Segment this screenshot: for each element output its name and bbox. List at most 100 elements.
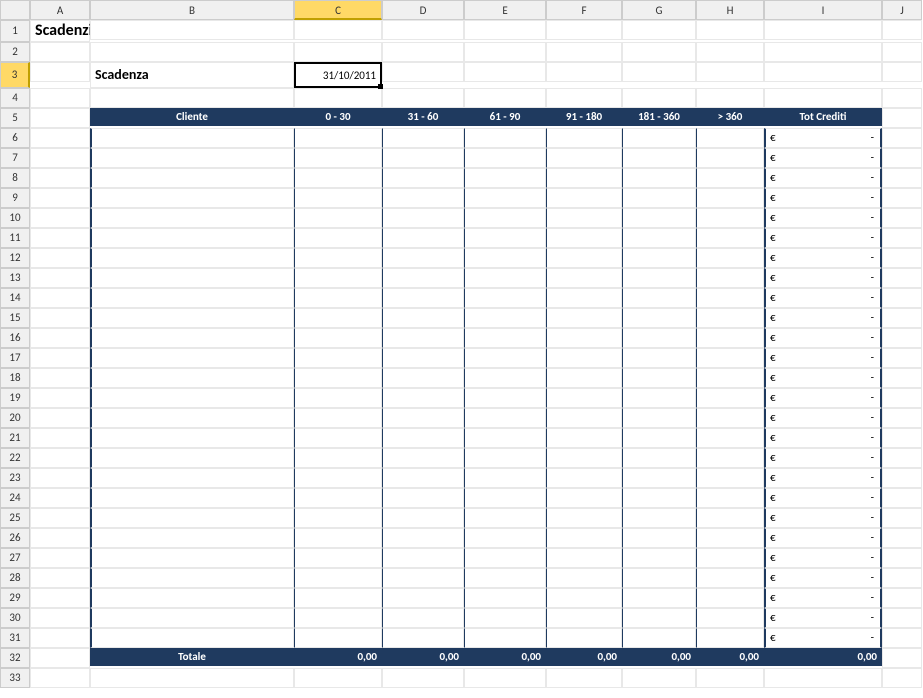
cell[interactable]	[546, 88, 622, 108]
tot-crediti-cell[interactable]: €-	[764, 448, 882, 468]
data-cell[interactable]	[464, 608, 546, 628]
cliente-cell[interactable]	[90, 568, 294, 588]
cell[interactable]	[30, 608, 90, 628]
cell[interactable]	[30, 208, 90, 228]
data-cell[interactable]	[464, 288, 546, 308]
data-cell[interactable]	[464, 628, 546, 648]
data-cell[interactable]	[464, 528, 546, 548]
cliente-cell[interactable]	[90, 468, 294, 488]
data-cell[interactable]	[546, 348, 622, 368]
cell[interactable]	[882, 128, 922, 148]
data-cell[interactable]	[546, 508, 622, 528]
cell[interactable]	[764, 668, 882, 688]
cell[interactable]	[882, 648, 922, 668]
data-cell[interactable]	[382, 268, 464, 288]
cell[interactable]	[464, 62, 546, 82]
data-cell[interactable]	[546, 268, 622, 288]
data-cell[interactable]	[546, 228, 622, 248]
row-header-4[interactable]: 4	[0, 88, 30, 108]
cell[interactable]	[382, 668, 464, 688]
tot-crediti-cell[interactable]: €-	[764, 348, 882, 368]
data-cell[interactable]	[696, 468, 764, 488]
cliente-cell[interactable]	[90, 348, 294, 368]
tot-crediti-cell[interactable]: €-	[764, 268, 882, 288]
data-cell[interactable]	[696, 248, 764, 268]
data-cell[interactable]	[382, 568, 464, 588]
tot-crediti-cell[interactable]: €-	[764, 168, 882, 188]
tot-crediti-cell[interactable]: €-	[764, 468, 882, 488]
data-cell[interactable]	[294, 388, 382, 408]
data-cell[interactable]	[696, 208, 764, 228]
tot-crediti-cell[interactable]: €-	[764, 288, 882, 308]
cliente-cell[interactable]	[90, 508, 294, 528]
row-header-26[interactable]: 26	[0, 528, 30, 548]
cell[interactable]	[882, 42, 922, 62]
data-cell[interactable]	[464, 248, 546, 268]
data-cell[interactable]	[622, 228, 696, 248]
col-header-A[interactable]: A	[30, 0, 90, 20]
cell[interactable]	[90, 668, 294, 688]
data-cell[interactable]	[622, 348, 696, 368]
data-cell[interactable]	[696, 608, 764, 628]
data-cell[interactable]	[464, 368, 546, 388]
cell[interactable]	[464, 42, 546, 62]
data-cell[interactable]	[382, 228, 464, 248]
data-cell[interactable]	[382, 468, 464, 488]
cell[interactable]	[294, 88, 382, 108]
data-cell[interactable]	[464, 468, 546, 488]
data-cell[interactable]	[294, 208, 382, 228]
cell[interactable]	[882, 388, 922, 408]
col-header-H[interactable]: H	[696, 0, 764, 20]
data-cell[interactable]	[622, 288, 696, 308]
data-cell[interactable]	[294, 528, 382, 548]
data-cell[interactable]	[464, 428, 546, 448]
row-header-22[interactable]: 22	[0, 448, 30, 468]
row-header-14[interactable]: 14	[0, 288, 30, 308]
cliente-cell[interactable]	[90, 328, 294, 348]
data-cell[interactable]	[622, 308, 696, 328]
data-cell[interactable]	[696, 508, 764, 528]
cliente-cell[interactable]	[90, 188, 294, 208]
cliente-cell[interactable]	[90, 308, 294, 328]
data-cell[interactable]	[622, 528, 696, 548]
cell[interactable]	[882, 62, 922, 82]
tot-crediti-cell[interactable]: €-	[764, 508, 882, 528]
data-cell[interactable]	[696, 168, 764, 188]
data-cell[interactable]	[294, 328, 382, 348]
row-header-9[interactable]: 9	[0, 188, 30, 208]
cell[interactable]	[30, 628, 90, 648]
tot-crediti-cell[interactable]: €-	[764, 628, 882, 648]
cell[interactable]	[464, 20, 546, 40]
cell[interactable]	[464, 668, 546, 688]
col-header-J[interactable]: J	[882, 0, 922, 20]
cell[interactable]	[882, 348, 922, 368]
cell[interactable]	[882, 368, 922, 388]
data-cell[interactable]	[622, 488, 696, 508]
row-header-27[interactable]: 27	[0, 548, 30, 568]
data-cell[interactable]	[622, 588, 696, 608]
cell[interactable]	[30, 268, 90, 288]
cell[interactable]	[382, 42, 464, 62]
data-cell[interactable]	[294, 428, 382, 448]
data-cell[interactable]	[382, 628, 464, 648]
col-header-E[interactable]: E	[464, 0, 546, 20]
row-header-23[interactable]: 23	[0, 468, 30, 488]
tot-crediti-cell[interactable]: €-	[764, 228, 882, 248]
data-cell[interactable]	[622, 388, 696, 408]
data-cell[interactable]	[696, 348, 764, 368]
cliente-cell[interactable]	[90, 528, 294, 548]
data-cell[interactable]	[546, 408, 622, 428]
tot-crediti-cell[interactable]: €-	[764, 188, 882, 208]
cell[interactable]	[764, 42, 882, 62]
row-header-19[interactable]: 19	[0, 388, 30, 408]
cell[interactable]	[882, 488, 922, 508]
data-cell[interactable]	[382, 388, 464, 408]
data-cell[interactable]	[622, 208, 696, 228]
data-cell[interactable]	[382, 348, 464, 368]
data-cell[interactable]	[382, 288, 464, 308]
data-cell[interactable]	[294, 188, 382, 208]
data-cell[interactable]	[696, 588, 764, 608]
data-cell[interactable]	[546, 568, 622, 588]
data-cell[interactable]	[382, 588, 464, 608]
data-cell[interactable]	[546, 588, 622, 608]
